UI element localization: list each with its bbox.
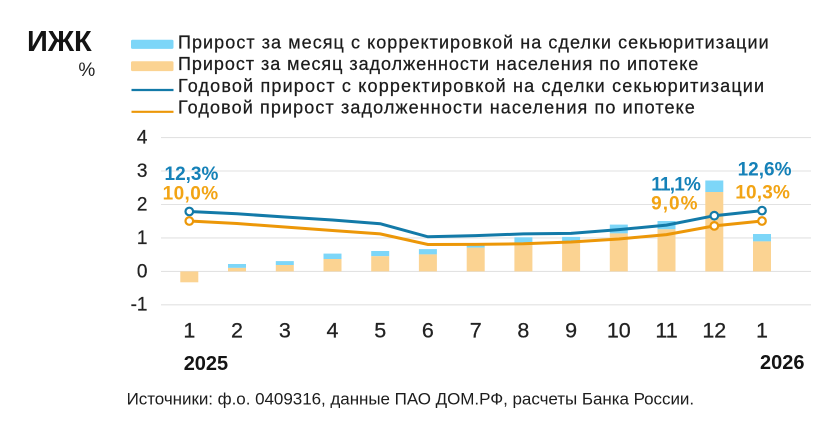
svg-text:2026: 2026	[760, 352, 805, 374]
svg-text:ИЖК: ИЖК	[27, 26, 92, 58]
svg-text:2: 2	[137, 194, 148, 215]
svg-text:11: 11	[655, 319, 677, 343]
svg-text:1: 1	[137, 228, 148, 249]
svg-text:1: 1	[756, 319, 768, 343]
svg-text:Прирост за месяц с корректиров: Прирост за месяц с корректировкой на сде…	[178, 33, 769, 53]
svg-text:Годовой прирост с корректировк: Годовой прирост с корректировкой на сдел…	[178, 76, 764, 96]
svg-text:3: 3	[137, 161, 148, 182]
svg-text:2025: 2025	[184, 353, 229, 375]
svg-text:10,3%: 10,3%	[735, 182, 790, 203]
svg-text:9,0%: 9,0%	[651, 193, 697, 214]
svg-text:Источники: ф.о. 0409316, данны: Источники: ф.о. 0409316, данные ПАО ДОМ.…	[127, 390, 695, 409]
svg-text:%: %	[78, 60, 95, 81]
svg-text:12: 12	[702, 319, 726, 343]
svg-text:9: 9	[565, 319, 577, 343]
svg-text:10: 10	[607, 319, 631, 343]
svg-text:8: 8	[517, 319, 529, 343]
svg-text:3: 3	[279, 319, 291, 343]
svg-text:5: 5	[374, 319, 386, 343]
svg-text:Годовой прирост задолженности: Годовой прирост задолженности населения …	[178, 98, 695, 118]
svg-text:6: 6	[422, 319, 434, 343]
svg-text:11,1%: 11,1%	[651, 175, 701, 196]
svg-text:4: 4	[327, 319, 339, 343]
svg-text:12,6%: 12,6%	[738, 159, 792, 180]
svg-text:Прирост за месяц задолженности: Прирост за месяц задолженности населения…	[178, 54, 698, 74]
svg-text:10,0%: 10,0%	[163, 183, 219, 204]
svg-text:12,3%: 12,3%	[165, 164, 219, 185]
svg-text:0: 0	[137, 261, 148, 282]
svg-text:1: 1	[183, 319, 195, 343]
svg-text:2: 2	[231, 319, 243, 343]
svg-text:-1: -1	[131, 295, 148, 316]
svg-text:4: 4	[137, 128, 148, 149]
svg-text:7: 7	[470, 319, 482, 343]
